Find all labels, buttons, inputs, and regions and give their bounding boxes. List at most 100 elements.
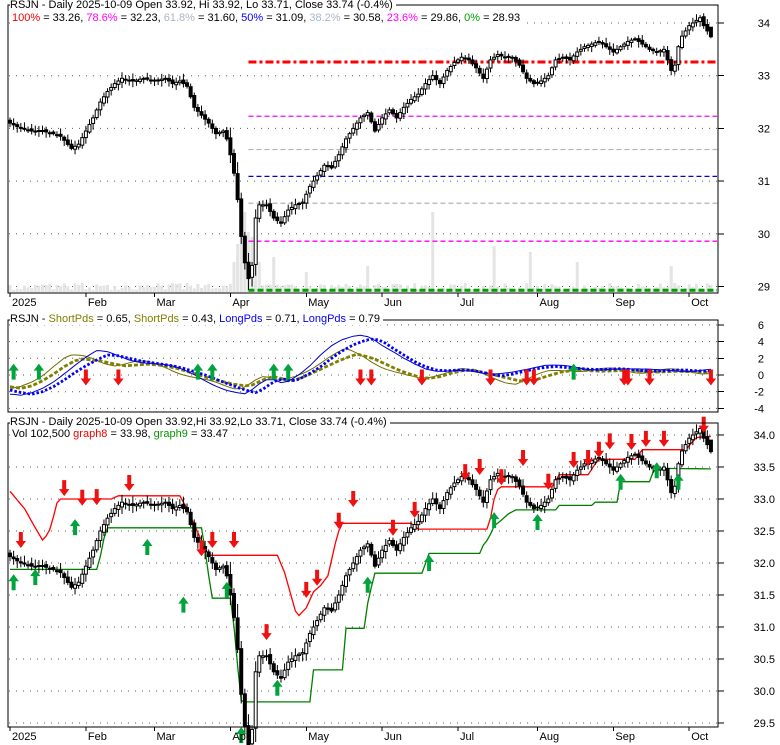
label-part: = 33.26, <box>40 12 87 24</box>
x-axis-month-label: Oct <box>691 731 708 743</box>
buy-arrow-icon <box>8 574 19 591</box>
label-part: 100% <box>12 12 41 24</box>
sell-arrow-icon <box>311 569 323 586</box>
y-axis-label: 31 <box>758 176 770 188</box>
bands-signal-arrows <box>8 416 709 744</box>
buy-arrow-icon <box>236 727 247 744</box>
x-axis-month-label: May <box>308 731 329 743</box>
y-axis-label: 4 <box>758 337 764 349</box>
y-axis-label: 33.0 <box>754 494 775 506</box>
y-axis-label: 34 <box>758 18 770 30</box>
sell-arrow-icon <box>113 369 124 386</box>
sell-arrow-icon <box>705 369 717 386</box>
buy-arrow-icon <box>283 363 294 380</box>
x-axis-month-label: Mar <box>157 297 176 309</box>
label-part: = 31.09, <box>263 12 310 24</box>
sell-arrow-icon <box>15 531 27 548</box>
x-axis-month-label: Jul <box>460 731 474 743</box>
sell-arrow-icon <box>644 369 655 386</box>
indicator-axes: 6 4 2 0 -2 -4 <box>7 319 764 415</box>
x-axis-month-label: Apr <box>232 731 249 743</box>
price-axes: 34 33 32 31 30 29 2025 Feb Mar Apr May Jun Jul Aug Sep… <box>7 4 770 309</box>
y-axis-label: 31.0 <box>754 622 775 634</box>
sell-arrow-icon <box>261 624 272 641</box>
label-part: = 0.79 <box>346 313 381 325</box>
indicator-grid <box>9 324 717 409</box>
x-axis-month-label: Apr <box>232 297 249 309</box>
bands-panel-title: RSJN - Daily 2025-10-09 Open 33.92,Hi 33… <box>10 417 390 428</box>
x-axis-month-label: Sep <box>615 731 635 743</box>
buy-arrow-icon <box>615 473 626 490</box>
sell-arrow-icon <box>124 475 135 491</box>
sell-arrow-icon <box>301 581 312 598</box>
label-part: = 33.98, <box>107 428 154 440</box>
label-part: RSJN - Daily 2025-10-09 Open 33.92, Hi 3… <box>10 0 393 11</box>
buy-arrow-icon <box>30 569 41 586</box>
sell-arrow-icon <box>543 473 554 490</box>
y-axis-label: 30 <box>758 229 770 241</box>
sell-arrow-icon <box>658 430 670 447</box>
buy-arrow-icon <box>362 576 373 593</box>
volume-bars <box>8 212 713 292</box>
label-part: = 32.23, <box>117 12 164 24</box>
label-part: LongPds <box>219 313 263 325</box>
label-part: = 0.43, <box>179 313 220 325</box>
sell-arrow-icon <box>528 369 540 386</box>
buy-arrow-icon <box>488 512 500 529</box>
buy-arrow-icon <box>33 363 45 380</box>
x-axis-month-label: Feb <box>88 731 107 743</box>
y-axis-label: -4 <box>754 403 764 415</box>
label-part: = 29.86, <box>417 12 465 24</box>
sell-arrow-icon <box>698 416 709 433</box>
ShortPds-thick <box>9 352 711 390</box>
sell-arrow-icon <box>207 531 218 548</box>
buy-arrow-icon <box>8 363 19 380</box>
buy-arrow-icon <box>568 363 579 380</box>
sell-arrow-icon <box>387 519 399 536</box>
buy-arrow-icon <box>268 363 279 380</box>
buy-arrow-icon <box>178 596 189 613</box>
buy-arrow-icon <box>423 555 435 571</box>
bands-grid <box>9 434 717 724</box>
x-axis-month-label: 2025 <box>12 731 36 743</box>
sell-arrow-icon <box>228 531 240 548</box>
sell-arrow-icon <box>348 491 359 507</box>
label-part: LongPds <box>302 313 347 325</box>
x-axis-month-label: Oct <box>691 297 708 309</box>
indicator-lines <box>9 334 711 396</box>
x-axis-month-label: May <box>308 297 329 309</box>
x-axis-month-label: Jun <box>384 297 402 309</box>
label-part: = 0.71, <box>262 313 303 325</box>
label-part: RSJN - Daily 2025-10-09 Open 33.92,Hi 33… <box>10 416 387 428</box>
sell-arrow-icon <box>416 369 428 386</box>
label-part: 61.8% <box>163 12 195 24</box>
sell-arrow-icon <box>460 464 471 481</box>
y-axis-label: 30.5 <box>754 654 775 666</box>
y-axis-label: 32 <box>758 123 770 135</box>
label-part: graph9 <box>153 428 188 440</box>
label-part: = 31.60, <box>194 12 242 24</box>
label-part: 50% <box>241 12 264 24</box>
y-axis-label: 33 <box>758 71 770 83</box>
label-part: = 30.58, <box>340 12 387 24</box>
sell-arrow-icon <box>593 441 605 458</box>
label-part: = 28.93 <box>480 12 521 24</box>
sell-arrow-icon <box>622 369 634 386</box>
sell-arrow-icon <box>582 450 594 467</box>
y-axis-label: -2 <box>754 387 764 399</box>
bands-axes: 34.0 33.5 33.0 32.5 32.0 31.5 31.0 30.5 30.0 29.5… <box>7 422 775 743</box>
buy-arrow-icon <box>532 514 543 531</box>
indicator-signal-arrows <box>8 363 717 386</box>
x-axis-month-label: Sep <box>615 297 635 309</box>
indicator-panel-title: RSJN - ShortPds = 0.65, ShortPds = 0.43,… <box>10 313 384 325</box>
label-part: graph8 <box>73 428 108 440</box>
sell-arrow-icon <box>80 369 92 386</box>
volume-graphs-label: Vol 102,500 graph8 = 33.98, graph9 = 33.… <box>12 429 231 440</box>
label-part: 78.6% <box>86 12 118 24</box>
y-axis-label: 6 <box>758 320 764 332</box>
y-axis-label: 0 <box>758 370 764 382</box>
buy-arrow-icon <box>207 363 218 380</box>
sell-arrow-icon <box>58 480 70 497</box>
label-part: ShortPds <box>48 313 94 325</box>
